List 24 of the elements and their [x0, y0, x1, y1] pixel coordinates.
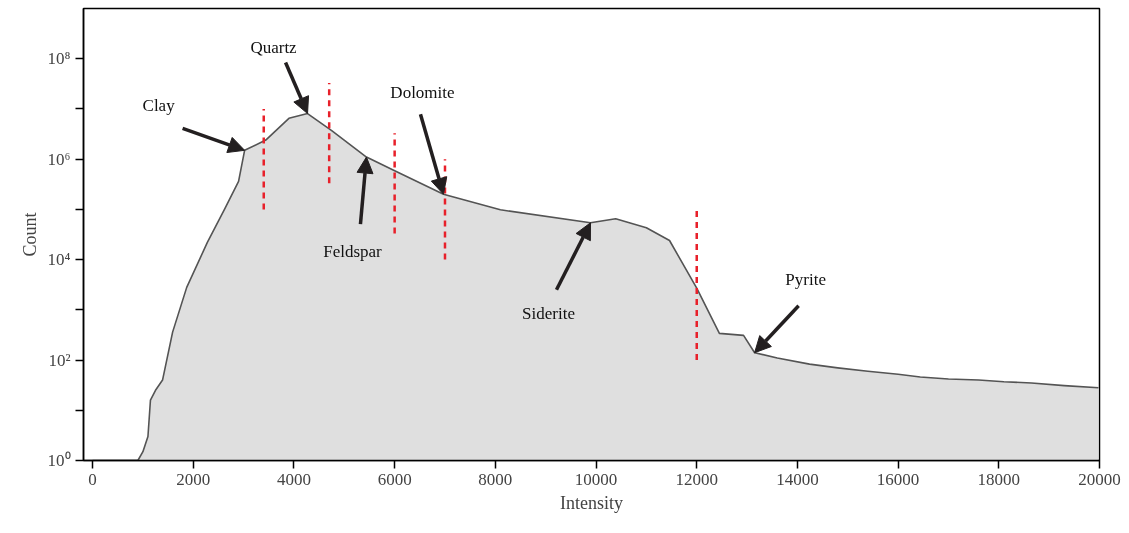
annotation: Quartz — [250, 38, 298, 58]
annotation: Clay — [142, 95, 176, 115]
x-tick-label: 16000 — [876, 469, 920, 489]
annotation: Pyrite — [785, 270, 826, 290]
x-axis-title: Intensity — [560, 492, 623, 513]
y-axis-title: Count — [19, 212, 40, 257]
x-tick-label: 4000 — [276, 469, 311, 489]
y-tick-label: 10⁴ — [47, 250, 71, 270]
x-tick-label: 20000 — [1078, 469, 1121, 489]
x-tick-label: 8000 — [478, 469, 513, 489]
x-tick-label: 12000 — [675, 469, 718, 489]
y-tick-label: 10⁶ — [47, 149, 71, 169]
x-tick-label: 10000 — [574, 469, 618, 489]
x-tick-label: 0 — [88, 469, 97, 489]
y-tick-label: 10⁰ — [47, 451, 71, 470]
x-tick-label: 14000 — [776, 469, 819, 489]
x-tick-label: 18000 — [977, 469, 1021, 489]
y-tick-label: 10⁸ — [47, 49, 71, 69]
annotation: Feldspar — [323, 241, 383, 261]
x-tick-label: 2000 — [176, 469, 211, 489]
annotation: Dolomite — [390, 82, 455, 102]
x-tick-label: 6000 — [377, 469, 412, 489]
annotation: Siderite — [522, 304, 575, 324]
y-tick-label: 10² — [48, 350, 71, 370]
